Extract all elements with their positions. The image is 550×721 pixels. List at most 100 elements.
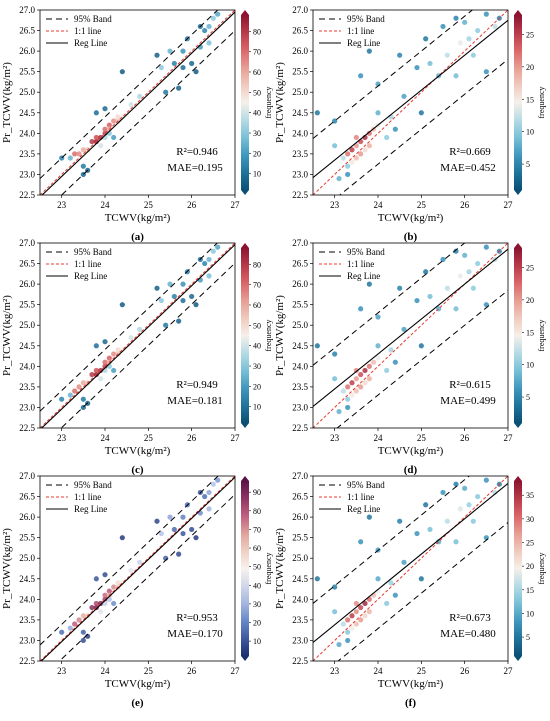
colorbar: 10 20 30 40 50 60 70 80 90 frequency bbox=[241, 476, 273, 661]
legend: 95% Band 1:1 line Reg Line bbox=[319, 247, 385, 281]
data-point bbox=[475, 260, 481, 267]
data-point bbox=[440, 23, 446, 30]
data-point bbox=[89, 371, 95, 378]
x-axis-label: TCWV(kg/m²) bbox=[105, 212, 171, 224]
data-point bbox=[93, 110, 99, 116]
data-point bbox=[492, 489, 498, 496]
data-point bbox=[362, 367, 368, 374]
colorbar-tick-label: 25 bbox=[526, 538, 534, 547]
y-tick-label: 26.5 bbox=[292, 492, 308, 502]
mae-text: MAE=0.499 bbox=[440, 395, 496, 407]
colorbar-tick-label: 20 bbox=[526, 296, 534, 305]
data-point bbox=[453, 248, 459, 254]
data-point bbox=[358, 384, 364, 390]
panel-label: (f) bbox=[405, 697, 416, 709]
data-point bbox=[76, 151, 82, 157]
data-point bbox=[345, 163, 351, 169]
data-point bbox=[362, 380, 368, 386]
data-point bbox=[106, 355, 112, 361]
data-point bbox=[375, 343, 381, 349]
y-tick-label: 26.5 bbox=[19, 26, 35, 36]
data-point bbox=[189, 526, 195, 533]
data-point bbox=[483, 302, 489, 308]
y-tick-label: 26.0 bbox=[292, 512, 308, 522]
data-point bbox=[128, 334, 134, 341]
r-squared-text: R²=0.949 bbox=[176, 379, 218, 391]
colorbar-tick-label: 50 bbox=[253, 88, 261, 97]
x-tick-label: 23 bbox=[330, 433, 340, 443]
x-tick-label: 23 bbox=[57, 666, 67, 676]
data-point bbox=[453, 73, 459, 79]
y-tick-label: 22.5 bbox=[19, 656, 35, 666]
colorbar-tick-label: 50 bbox=[253, 321, 261, 330]
data-point bbox=[483, 244, 489, 250]
colorbar-tick-label: 40 bbox=[253, 109, 261, 118]
data-point bbox=[176, 551, 182, 557]
scatter-points bbox=[314, 477, 502, 648]
plot-frame bbox=[39, 9, 236, 196]
colorbar-tick-label: 50 bbox=[253, 563, 261, 572]
data-point bbox=[137, 93, 143, 99]
x-tick-label: 27 bbox=[504, 666, 514, 676]
x-tick-label: 26 bbox=[187, 433, 197, 443]
y-tick-label: 27.0 bbox=[292, 238, 308, 248]
legend-band-label: 95% Band bbox=[347, 480, 385, 490]
data-point bbox=[345, 151, 351, 157]
data-point bbox=[111, 134, 117, 141]
band-lower bbox=[336, 289, 508, 428]
y-tick-label: 25.5 bbox=[292, 533, 308, 543]
colorbar-tick-label: 20 bbox=[253, 382, 261, 391]
legend-band-label: 95% Band bbox=[74, 480, 112, 490]
x-tick-label: 27 bbox=[231, 200, 241, 210]
data-point bbox=[102, 359, 108, 365]
data-point bbox=[345, 629, 351, 635]
colorbar-tick-label: 10 bbox=[526, 361, 534, 370]
data-point bbox=[76, 384, 82, 390]
data-point bbox=[466, 36, 472, 42]
y-tick-label: 23.0 bbox=[292, 169, 308, 179]
colorbar-extend-top bbox=[514, 243, 522, 248]
colorbar-tick-label: 60 bbox=[253, 544, 261, 553]
data-point bbox=[336, 175, 342, 182]
data-point bbox=[345, 396, 351, 402]
data-point bbox=[401, 326, 407, 332]
data-point bbox=[366, 143, 372, 149]
y-tick-label: 23.5 bbox=[292, 615, 308, 625]
data-point bbox=[358, 306, 364, 312]
band-upper bbox=[40, 10, 219, 179]
data-point bbox=[167, 281, 173, 287]
data-point bbox=[353, 609, 359, 615]
data-point bbox=[180, 48, 186, 54]
data-point bbox=[401, 559, 407, 565]
colorbar-extend-top bbox=[241, 10, 249, 15]
data-point bbox=[89, 604, 95, 611]
y-tick-label: 22.5 bbox=[19, 423, 35, 433]
colorbar-label: frequency bbox=[264, 320, 273, 352]
data-point bbox=[366, 363, 372, 369]
plot-area bbox=[313, 243, 508, 428]
data-point bbox=[362, 600, 368, 607]
x-axis-label: TCWV(kg/m²) bbox=[105, 678, 171, 690]
data-point bbox=[392, 359, 398, 365]
colorbar-extend-top bbox=[514, 476, 522, 481]
panel-label: (d) bbox=[404, 464, 418, 476]
y-tick-label: 24.5 bbox=[292, 574, 308, 584]
data-point bbox=[206, 256, 212, 263]
data-point bbox=[470, 285, 476, 291]
data-point bbox=[67, 625, 73, 631]
data-point bbox=[336, 408, 342, 415]
y-tick-label: 24.5 bbox=[19, 108, 35, 118]
plot-content bbox=[313, 243, 508, 428]
colorbar-tick-label: 15 bbox=[526, 328, 534, 337]
colorbar-tick-label: 20 bbox=[253, 149, 261, 158]
data-point bbox=[362, 147, 368, 153]
y-tick-label: 23.0 bbox=[292, 402, 308, 412]
y-tick-label: 26.0 bbox=[292, 46, 308, 56]
data-point bbox=[388, 347, 394, 353]
x-tick-label: 23 bbox=[330, 666, 340, 676]
data-point bbox=[180, 530, 186, 537]
data-point bbox=[158, 530, 164, 537]
x-tick-label: 26 bbox=[460, 433, 470, 443]
data-point bbox=[67, 155, 73, 161]
